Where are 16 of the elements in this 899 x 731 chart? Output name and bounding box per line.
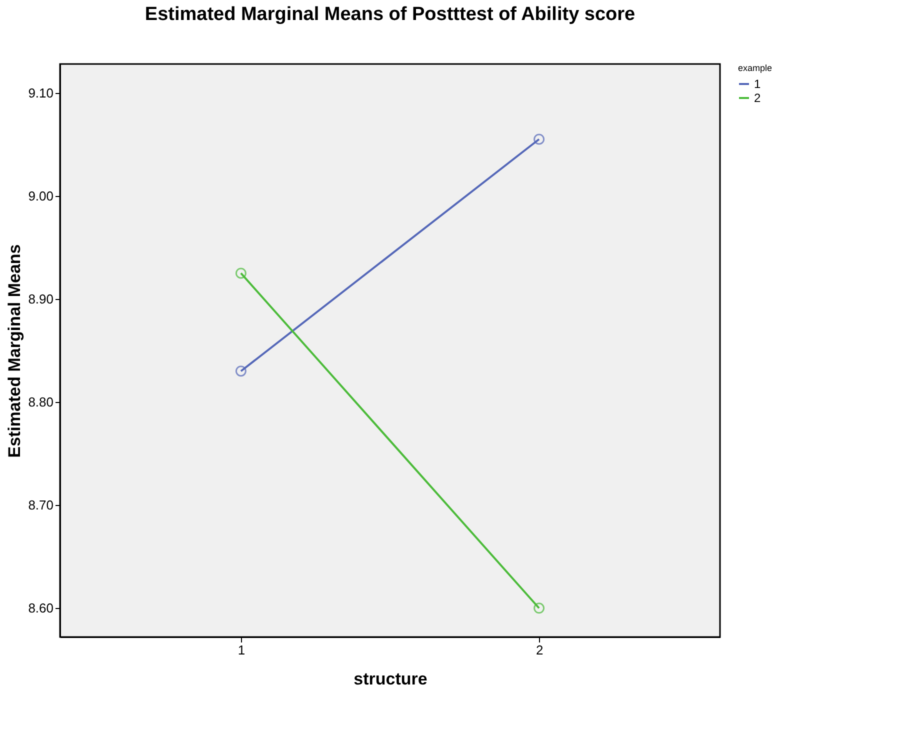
point <box>235 268 246 279</box>
legend-title: example <box>738 63 772 73</box>
y-tick-label: 8.60 <box>28 600 54 616</box>
y-tick-label: 8.70 <box>28 498 54 513</box>
x-axis-title: structure <box>354 670 428 688</box>
legend-label: 1 <box>754 77 761 91</box>
y-tick-label: 9.10 <box>28 85 54 100</box>
chart-title: Estimated Marginal Means of Postttest of Ability score <box>144 4 636 25</box>
y-axis-title: Estimated Marginal Means <box>5 244 24 458</box>
legend-label: 2 <box>754 91 761 105</box>
y-tick-label: 8.80 <box>28 394 54 410</box>
y-tick-label: 9.00 <box>28 188 54 204</box>
point <box>235 366 246 377</box>
point <box>534 134 545 145</box>
y-tick-label: 8.90 <box>28 291 54 306</box>
point <box>534 602 545 614</box>
